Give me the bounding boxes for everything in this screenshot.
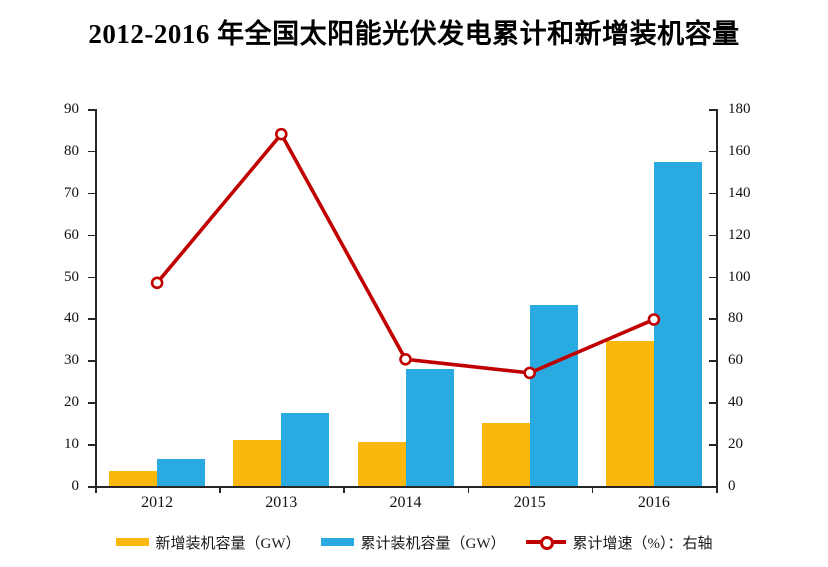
left-axis-tick-label: 20 xyxy=(64,394,79,411)
bar-cumulative-2015 xyxy=(529,305,578,486)
bar-cumulative-2013 xyxy=(281,412,330,486)
right-axis-tick-label: 40 xyxy=(728,394,743,411)
right-axis xyxy=(716,109,718,488)
x-axis-label-2013: 2013 xyxy=(265,494,298,511)
left-axis-tick-label: 70 xyxy=(64,184,79,201)
x-axis-tick xyxy=(219,486,221,493)
right-axis-tick-label: 60 xyxy=(728,352,743,369)
bar-cumulative-2014 xyxy=(405,368,454,486)
left-axis-tick xyxy=(87,360,95,362)
left-axis-tick xyxy=(87,486,95,488)
right-axis-tick xyxy=(708,486,716,488)
right-axis-tick-label: 120 xyxy=(728,226,751,243)
x-axis-label-2015: 2015 xyxy=(513,494,546,511)
left-axis-tick-label: 10 xyxy=(64,436,79,453)
right-axis-tick-label: 0 xyxy=(728,478,736,494)
x-axis-tick xyxy=(467,486,470,493)
growth-line-swatch-icon xyxy=(525,535,566,550)
right-axis-tick xyxy=(708,444,716,446)
legend-label: 新增装机容量（GW） xyxy=(155,535,301,552)
right-axis-tick-label: 100 xyxy=(728,268,751,285)
chart-title: 2012-2016 年全国太阳能光伏发电累计和新增装机容量 xyxy=(88,19,740,49)
legend: 新增装机容量（GW） 累计装机容量（GW） 累计增速（%）：右轴 xyxy=(0,531,828,553)
right-axis-tick xyxy=(708,276,716,279)
growth-line xyxy=(155,130,655,375)
x-axis-tick xyxy=(343,486,345,493)
left-axis-tick-label: 50 xyxy=(64,268,79,285)
bar-new-2014 xyxy=(357,442,406,486)
right-axis-tick-label: 20 xyxy=(728,436,743,453)
left-axis-tick xyxy=(87,444,95,446)
left-axis-tick xyxy=(87,192,95,195)
right-axis-tick xyxy=(708,109,716,111)
right-axis-tick xyxy=(708,150,716,153)
x-axis-label-2012: 2012 xyxy=(141,494,174,511)
x-axis-tick xyxy=(95,486,97,493)
right-axis-tick-label: 180 xyxy=(728,101,751,117)
x-axis-label-2016: 2016 xyxy=(637,494,670,511)
right-axis-tick-label: 80 xyxy=(728,310,743,327)
x-axis-label-2014: 2014 xyxy=(389,494,422,511)
bar-cumulative-2012 xyxy=(157,458,206,486)
left-axis-tick-label: 0 xyxy=(71,478,80,494)
bar-new-2016 xyxy=(605,341,654,486)
legend-label: 累计装机容量（GW） xyxy=(360,535,506,552)
left-axis-tick-label: 40 xyxy=(64,310,79,327)
cumulative-swatch-icon xyxy=(320,538,354,546)
x-axis-tick xyxy=(591,486,594,493)
legend-item-cumulative: 累计装机容量（GW） xyxy=(320,532,506,553)
right-axis-tick xyxy=(708,318,716,320)
left-axis-tick xyxy=(87,109,95,111)
left-axis-tick xyxy=(87,402,95,404)
left-axis-tick-label: 90 xyxy=(64,101,79,117)
left-axis-tick-label: 80 xyxy=(64,142,79,159)
bar-cumulative-2016 xyxy=(653,161,702,486)
right-axis-tick xyxy=(708,360,716,362)
x-axis xyxy=(95,486,718,488)
new-installed-swatch-icon xyxy=(115,538,149,546)
left-axis xyxy=(95,109,97,488)
growth-marker-2012 xyxy=(150,276,164,290)
right-axis-tick xyxy=(708,192,716,195)
right-axis-tick-label: 160 xyxy=(728,142,751,159)
left-axis-tick xyxy=(87,276,95,279)
left-axis-tick-label: 60 xyxy=(64,226,79,243)
growth-marker-2014 xyxy=(399,352,412,366)
x-axis-tick xyxy=(716,486,718,493)
right-axis-tick-label: 140 xyxy=(728,184,751,201)
legend-label: 累计增速（%）：右轴 xyxy=(572,535,713,552)
growth-marker-2013 xyxy=(274,127,288,141)
legend-item-new-installed: 新增装机容量（GW） xyxy=(115,532,301,553)
bar-new-2015 xyxy=(481,422,530,486)
right-axis-tick xyxy=(708,234,716,237)
growth-line-marker xyxy=(539,536,554,550)
left-axis-tick xyxy=(87,318,95,320)
left-axis-tick xyxy=(87,150,95,153)
left-axis-tick-label: 30 xyxy=(64,352,79,369)
left-axis-tick xyxy=(87,234,95,237)
bar-new-2012 xyxy=(109,471,158,486)
right-axis-tick xyxy=(708,402,716,404)
bar-new-2013 xyxy=(233,439,282,486)
legend-item-growth: 累计增速（%）：右轴 xyxy=(525,532,713,553)
